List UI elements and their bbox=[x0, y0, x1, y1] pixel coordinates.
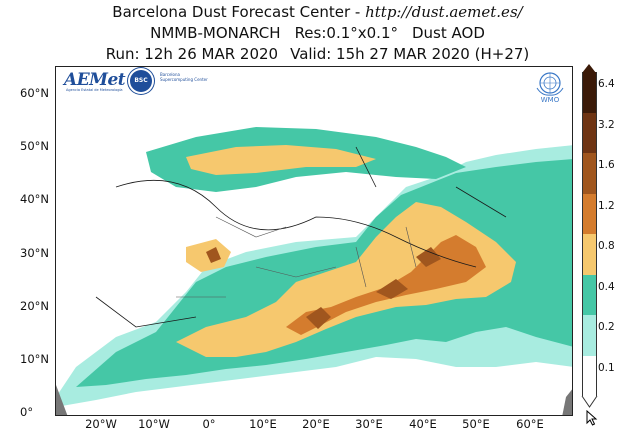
lat-label-20n: 20°N bbox=[20, 299, 49, 313]
colorbar-segment bbox=[582, 112, 597, 153]
aemet-logo-subtitle: Agencia Estatal de Meteorología bbox=[66, 88, 123, 92]
aemet-logo: AEMet Agencia Estatal de Meteorología bbox=[64, 70, 128, 94]
run-time: Run: 12h 26 MAR 2020 bbox=[105, 45, 279, 63]
valid-time: Valid: 15h 27 MAR 2020 (H+27) bbox=[290, 45, 530, 63]
model-name: NMMB-MONARCH bbox=[150, 24, 281, 42]
resolution-text: Res:0.1°x0.1° bbox=[294, 24, 398, 42]
lon-label-30e: 30°E bbox=[355, 417, 383, 431]
wmo-emblem-icon bbox=[536, 72, 564, 96]
colorbar-tick-label: 0.2 bbox=[598, 321, 615, 334]
colorbar-tick-label: 0.8 bbox=[598, 240, 615, 253]
lon-label-60e: 60°E bbox=[516, 417, 544, 431]
colorbar bbox=[582, 72, 597, 396]
lon-label-20w: 20°W bbox=[85, 417, 117, 431]
wmo-logo: WMO bbox=[534, 70, 566, 106]
colorbar-segment bbox=[582, 315, 597, 356]
map-canvas bbox=[56, 127, 572, 415]
aod-band-europe-orange bbox=[186, 145, 376, 175]
colorbar-tick-label: 3.2 bbox=[598, 118, 615, 131]
colorbar-tick-label: 1.2 bbox=[598, 199, 615, 212]
lat-label-0: 0° bbox=[20, 405, 34, 419]
aod-band-brown bbox=[206, 247, 441, 329]
colorbar-tick-label: 1.6 bbox=[598, 159, 615, 172]
title-line-3: Run: 12h 26 MAR 2020 Valid: 15h 27 MAR 20… bbox=[0, 44, 635, 65]
colorbar-segment bbox=[582, 274, 597, 315]
title-url: http://dust.aemet.es/ bbox=[365, 3, 523, 21]
lat-label-40n: 40°N bbox=[20, 192, 49, 206]
colorbar-segment bbox=[582, 153, 597, 194]
lat-label-10n: 10°N bbox=[20, 352, 49, 366]
lon-label-40e: 40°E bbox=[409, 417, 437, 431]
title-prefix: Barcelona Dust Forecast Center - bbox=[112, 3, 366, 21]
title-line-1: Barcelona Dust Forecast Center - http://… bbox=[0, 2, 635, 23]
lon-label-10e: 10°E bbox=[249, 417, 277, 431]
colorbar-tick-label: 6.4 bbox=[598, 78, 615, 91]
lon-label-20e: 20°E bbox=[302, 417, 330, 431]
wmo-logo-text: WMO bbox=[540, 96, 560, 104]
colorbar-tick-label: 0.1 bbox=[598, 361, 615, 374]
lon-label-0: 0° bbox=[202, 417, 216, 431]
bsc-logo: BSC Barcelona Supercomputing Center bbox=[130, 70, 210, 94]
border-hint bbox=[176, 216, 417, 298]
title-line-2: NMMB-MONARCH Res:0.1°x0.1° Dust AOD bbox=[0, 23, 635, 44]
colorbar-top-extension bbox=[582, 64, 596, 73]
coastline-hint bbox=[95, 146, 507, 328]
lon-label-50e: 50°E bbox=[462, 417, 490, 431]
bsc-logo-text: Barcelona Supercomputing Center bbox=[160, 72, 208, 82]
colorbar-segment bbox=[582, 193, 597, 234]
lat-label-30n: 30°N bbox=[20, 246, 49, 260]
aod-band-orange bbox=[176, 202, 516, 357]
bsc-logo-mark: BSC bbox=[130, 70, 152, 92]
aemet-logo-text: AEMet bbox=[64, 70, 126, 90]
lat-label-60n: 60°N bbox=[20, 86, 49, 100]
colorbar-segment bbox=[582, 355, 597, 396]
mouse-cursor-icon bbox=[586, 410, 598, 426]
lon-label-10w: 10°W bbox=[138, 417, 170, 431]
colorbar-segment bbox=[582, 72, 597, 113]
map-title-block: Barcelona Dust Forecast Center - http://… bbox=[0, 2, 635, 65]
no-data-corner-right bbox=[562, 389, 572, 415]
dust-aod-map bbox=[55, 66, 573, 416]
no-data-corner-left bbox=[56, 385, 68, 415]
colorbar-bottom-extension bbox=[581, 396, 598, 408]
colorbar-tick-label: 0.4 bbox=[598, 280, 615, 293]
colorbar-segment bbox=[582, 234, 597, 275]
lat-label-50n: 50°N bbox=[20, 139, 49, 153]
variable-name: Dust AOD bbox=[412, 24, 485, 42]
